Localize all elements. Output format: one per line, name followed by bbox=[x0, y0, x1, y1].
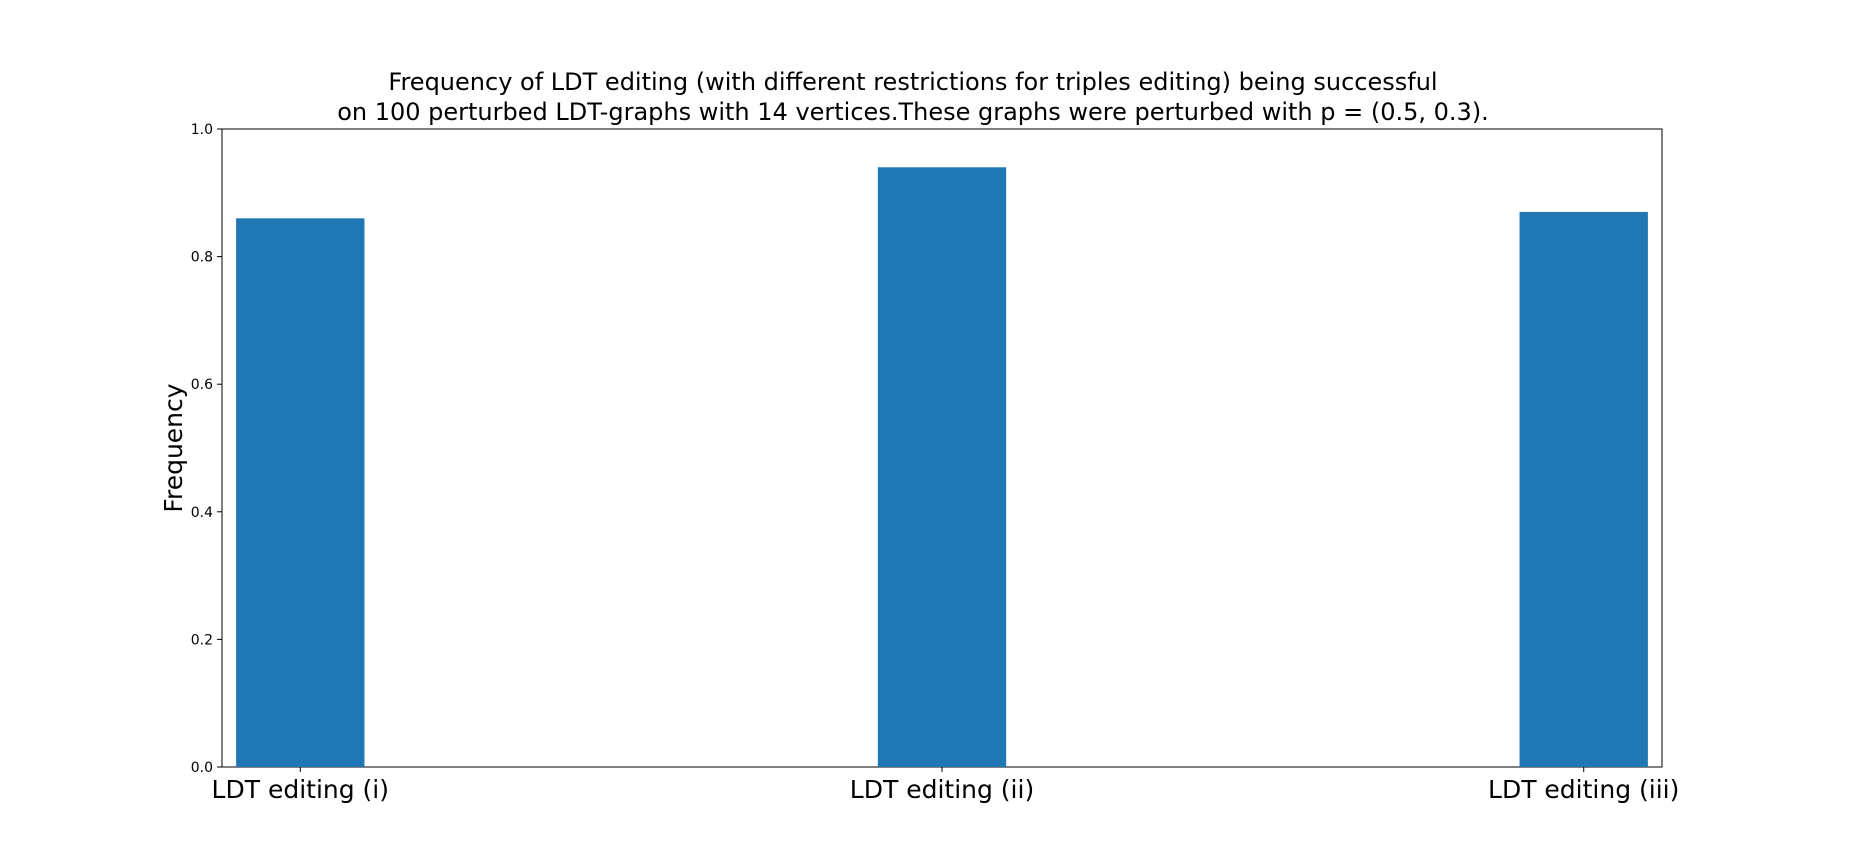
y-tick-label: 0.0 bbox=[191, 760, 213, 776]
x-tick-label: LDT editing (i) bbox=[212, 775, 389, 804]
x-axis: LDT editing (i) LDT editing (ii) LDT editi… bbox=[212, 767, 1679, 804]
y-tick-label: 0.8 bbox=[191, 250, 213, 266]
y-axis-label: Frequency bbox=[159, 383, 188, 512]
bar-2 bbox=[877, 167, 1007, 767]
y-tick-label: 0.6 bbox=[191, 377, 213, 393]
y-tick-label: 0.2 bbox=[191, 632, 213, 648]
bar-1 bbox=[236, 218, 365, 767]
y-tick-label: 1.0 bbox=[191, 122, 213, 138]
x-tick-label: LDT editing (iii) bbox=[1488, 775, 1679, 804]
bar-3 bbox=[1519, 211, 1648, 767]
y-axis: 0.0 0.2 0.4 0.6 0.8 1.0 bbox=[191, 122, 222, 776]
y-tick-label: 0.4 bbox=[191, 505, 213, 521]
x-tick-label: LDT editing (ii) bbox=[850, 775, 1034, 804]
chart-title-line-2: on 100 perturbed LDT-graphs with 14 vert… bbox=[337, 98, 1489, 126]
chart-title-line-1: Frequency of LDT editing (with different… bbox=[388, 68, 1437, 96]
bars-group bbox=[236, 167, 1648, 767]
